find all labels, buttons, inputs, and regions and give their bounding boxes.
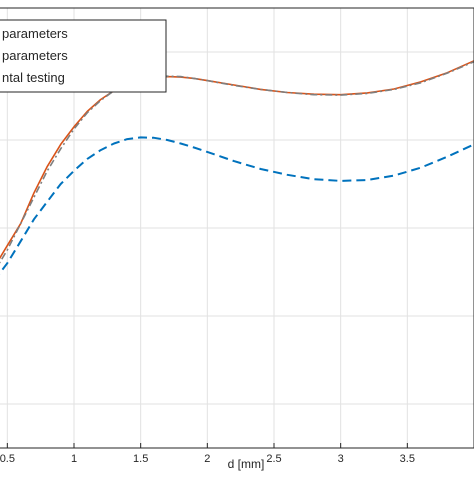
legend-items: parameters parameters ntal testing	[2, 26, 68, 85]
series-layer	[0, 60, 474, 275]
x-axis-label: d [mm]	[228, 457, 265, 471]
x-tick-label: 0.5	[0, 453, 15, 465]
legend-box	[0, 19, 167, 93]
x-tick-label: 3.5	[400, 453, 415, 465]
x-axis-ticks: 0.5 1 1.5 2 2.5 3 3.5	[0, 443, 415, 465]
x-tick-label: 2.5	[266, 453, 281, 465]
legend-entry: ntal testing	[2, 70, 65, 85]
series-line-3	[0, 60, 474, 264]
series-line-1	[0, 136, 474, 275]
x-tick-label: 2	[204, 453, 210, 465]
legend-entry: parameters	[2, 48, 68, 63]
x-tick-label: 1	[71, 453, 77, 465]
x-tick-label: 3	[338, 453, 344, 465]
x-tick-label: 1.5	[133, 453, 148, 465]
plot-frame	[0, 7, 474, 449]
legend: parameters parameters ntal testing	[0, 19, 167, 93]
legend-entry: parameters	[2, 26, 68, 41]
